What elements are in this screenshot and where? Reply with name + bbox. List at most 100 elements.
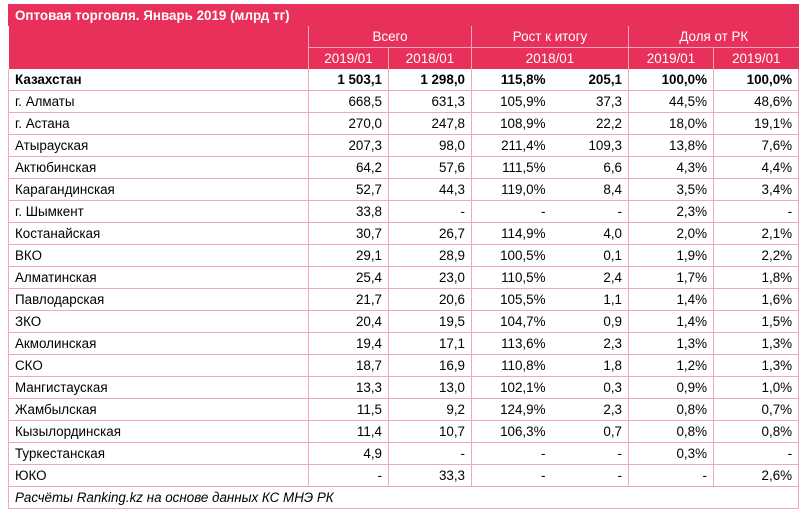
header-total: Всего <box>308 25 472 48</box>
growth-percent: 115,8% <box>471 69 552 91</box>
table-row: Карагандинская 52,7 44,3 119,0% 8,4 3,5% 3,4% <box>8 178 800 201</box>
footer-row: Расчёты Ranking.kz на основе данных КС М… <box>7 486 800 509</box>
growth-percent: 106,3% <box>471 420 552 443</box>
total-2019: 11,4 <box>308 420 389 443</box>
share-2: - <box>712 200 800 223</box>
header-blank <box>8 25 309 48</box>
growth-percent: 211,4% <box>471 134 552 157</box>
growth-absolute: 205,1 <box>551 69 629 91</box>
region-name: Костанайская <box>8 222 309 245</box>
share-1: 3,5% <box>628 178 714 201</box>
header-group-row: Всего Рост к итогу Доля от РК <box>8 25 799 48</box>
total-2019: 1 503,1 <box>308 69 389 91</box>
share-2: 2,6% <box>712 464 800 487</box>
region-name: СКО <box>8 354 309 377</box>
total-2019: 25,4 <box>308 266 389 289</box>
header-total-2018: 2018/01 <box>388 47 472 69</box>
region-name: Казахстан <box>8 69 309 91</box>
table-row: г. Алматы 668,5 631,3 105,9% 37,3 44,5% 48,6% <box>8 90 800 113</box>
total-2019: 29,1 <box>308 244 389 267</box>
total-2019: 30,7 <box>308 222 389 245</box>
share-2: 1,8% <box>712 266 800 289</box>
share-1: 4,3% <box>628 156 714 179</box>
region-name: Алматинская <box>8 266 309 289</box>
growth-absolute: 8,4 <box>551 178 629 201</box>
growth-absolute: - <box>551 464 629 487</box>
table-row: г. Астана 270,0 247,8 108,9% 22,2 18,0% 19,1% <box>8 112 800 135</box>
table-row: ЗКО 20,4 19,5 104,7% 0,9 1,4% 1,5% <box>8 310 800 333</box>
total-2019: - <box>308 464 389 487</box>
growth-percent: 113,6% <box>471 332 552 355</box>
share-1: 44,5% <box>628 90 714 113</box>
share-1: 13,8% <box>628 134 714 157</box>
region-name: ВКО <box>8 244 309 267</box>
share-2: 2,1% <box>712 222 800 245</box>
growth-percent: - <box>471 200 552 223</box>
header-share-2: 2019/01 <box>712 47 799 69</box>
region-name: г. Шымкент <box>8 200 309 223</box>
growth-absolute: 0,1 <box>551 244 629 267</box>
growth-absolute: 6,6 <box>551 156 629 179</box>
table-row: Кызылординская 11,4 10,7 106,3% 0,7 0,8% 0,8% <box>8 420 800 443</box>
total-2018: 10,7 <box>388 420 472 443</box>
share-2: 1,5% <box>712 310 800 333</box>
total-2018: 28,9 <box>388 244 472 267</box>
share-1: 1,2% <box>628 354 714 377</box>
table-row: г. Шымкент 33,8- - -2,3% - <box>8 200 800 223</box>
total-2018: 23,0 <box>388 266 472 289</box>
share-2: 3,4% <box>712 178 800 201</box>
table-row-total: Казахстан 1 503,1 1 298,0 115,8% 205,1 100,0%… <box>8 69 800 91</box>
growth-absolute: 109,3 <box>551 134 629 157</box>
growth-percent: 104,7% <box>471 310 552 333</box>
total-2018: 16,9 <box>388 354 472 377</box>
growth-percent: 110,8% <box>471 354 552 377</box>
table-row: ВКО 29,1 28,9 100,5% 0,1 1,9% 2,2% <box>8 244 800 267</box>
region-name: Кызылординская <box>8 420 309 443</box>
share-1: 2,0% <box>628 222 714 245</box>
total-2018: 57,6 <box>388 156 472 179</box>
growth-absolute: - <box>551 442 629 465</box>
table-title-row: Оптовая торговля. Январь 2019 (млрд тг) <box>7 4 800 26</box>
total-2019: 18,7 <box>308 354 389 377</box>
total-2019: 52,7 <box>308 178 389 201</box>
growth-absolute: 2,3 <box>551 398 629 421</box>
growth-absolute: 1,1 <box>551 288 629 311</box>
growth-percent: 114,9% <box>471 222 552 245</box>
growth-percent: 108,9% <box>471 112 552 135</box>
total-2019: 270,0 <box>308 112 389 135</box>
share-2: 48,6% <box>712 90 800 113</box>
table-title: Оптовая торговля. Январь 2019 (млрд тг) <box>7 4 800 26</box>
share-1: 0,8% <box>628 420 714 443</box>
total-2018: 247,8 <box>388 112 472 135</box>
growth-absolute: 2,4 <box>551 266 629 289</box>
share-1: 1,4% <box>628 310 714 333</box>
header-total-2019: 2019/01 <box>308 47 389 69</box>
region-name: Актюбинская <box>8 156 309 179</box>
growth-percent: - <box>471 464 552 487</box>
region-name: Жамбылская <box>8 398 309 421</box>
share-2: 2,2% <box>712 244 800 267</box>
growth-percent: - <box>471 442 552 465</box>
total-2018: 33,3 <box>388 464 472 487</box>
table-body: Казахстан 1 503,1 1 298,0 115,8% 205,1 100,0%… <box>8 69 800 487</box>
share-1: 1,4% <box>628 288 714 311</box>
growth-absolute: - <box>551 200 629 223</box>
wholesale-trade-table: Оптовая торговля. Январь 2019 (млрд тг) … <box>7 4 800 509</box>
growth-absolute: 1,8 <box>551 354 629 377</box>
table-row: СКО 18,7 16,9 110,8% 1,8 1,2% 1,3% <box>8 354 800 377</box>
table-row: Актюбинская 64,2 57,6 111,5% 6,6 4,3% 4,4% <box>8 156 800 179</box>
region-name: Павлодарская <box>8 288 309 311</box>
header-share-1: 2019/01 <box>628 47 714 69</box>
total-2018: 26,7 <box>388 222 472 245</box>
header-blank-sub <box>8 47 309 69</box>
header-growth-2018: 2018/01 <box>471 47 629 69</box>
table-row: Костанайская 30,7 26,7 114,9% 4,0 2,0% 2,1% <box>8 222 800 245</box>
growth-percent: 124,9% <box>471 398 552 421</box>
growth-percent: 119,0% <box>471 178 552 201</box>
share-2: - <box>712 442 800 465</box>
growth-percent: 102,1% <box>471 376 552 399</box>
table-row: Мангистауская 13,3 13,0 102,1% 0,3 0,9% 1,0% <box>8 376 800 399</box>
total-2019: 11,5 <box>308 398 389 421</box>
source-note: Расчёты Ranking.kz на основе данных КС М… <box>7 486 800 509</box>
growth-percent: 110,5% <box>471 266 552 289</box>
